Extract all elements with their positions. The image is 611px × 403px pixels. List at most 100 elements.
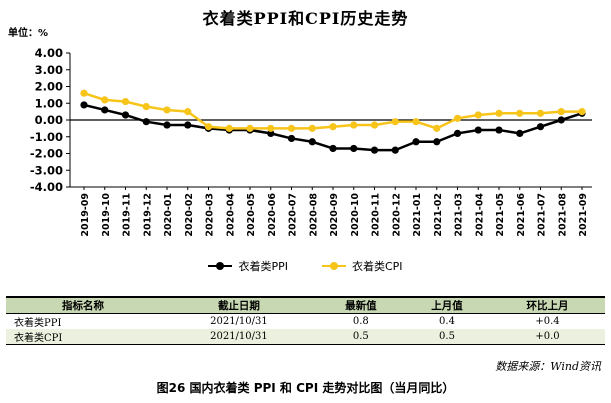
cell-cutoff-date: 2021/10/31 <box>160 329 318 345</box>
cell-latest-value: 0.5 <box>317 329 404 345</box>
data-point <box>163 121 171 129</box>
x-tick-label: 2020-11 <box>371 193 382 237</box>
header-mom-change: 环比上月 <box>490 296 605 314</box>
data-point <box>536 123 545 131</box>
data-point <box>142 118 150 126</box>
data-point <box>329 123 337 131</box>
x-tick-label: 2020-04 <box>225 193 236 237</box>
data-point <box>370 146 379 154</box>
x-tick-label: 2019-10 <box>101 193 112 237</box>
y-tick-label: 0.00 <box>35 113 63 127</box>
data-point <box>101 106 109 114</box>
line-chart: 4.00 3.00 2.00 1.00 0.00 -1.00 -2.00 -3.00 -4.00… <box>30 46 592 237</box>
cell-indicator-name: 衣着类CPI <box>6 329 161 345</box>
table-header-row: 指标名称 截止日期 最新值 上月值 环比上月 <box>6 296 605 314</box>
table-row: 衣着类CPI 2021/10/31 0.5 0.5 +0.0 <box>6 329 605 345</box>
data-point <box>412 138 420 146</box>
data-point <box>204 123 213 131</box>
legend-swatch-ppi <box>208 261 233 271</box>
y-tick-label: 2.00 <box>35 80 63 94</box>
x-tick-label: 2021-02 <box>433 193 444 237</box>
cell-indicator-name: 衣着类PPI <box>14 318 62 329</box>
header-indicator-name: 指标名称 <box>6 296 161 314</box>
data-point <box>350 121 358 129</box>
x-tick-label: 2020-08 <box>308 193 319 237</box>
legend-label-cpi: 衣着类CPI <box>351 260 403 273</box>
data-point <box>267 129 275 137</box>
data-point <box>433 138 441 146</box>
x-tick-label: 2020-10 <box>350 193 361 237</box>
data-point <box>80 101 88 109</box>
cell-previous-value: 0.5 <box>403 329 491 345</box>
chart-legend: 衣着类PPI 衣着类CPI <box>0 258 611 274</box>
data-point <box>453 114 462 122</box>
data-point <box>453 129 462 137</box>
data-point <box>225 124 233 132</box>
legend-item-ppi: 衣着类PPI <box>208 258 288 274</box>
data-point <box>516 109 524 117</box>
header-previous-value: 上月值 <box>403 296 491 314</box>
data-point <box>287 134 296 143</box>
legend-item-cpi: 衣着类CPI <box>321 258 403 274</box>
series-cpi <box>80 89 586 132</box>
chart-axes: 4.00 3.00 2.00 1.00 0.00 -1.00 -2.00 -3.00 -4.00… <box>30 46 592 237</box>
y-tick-label: 3.00 <box>35 63 63 77</box>
chart-title: 衣着类PPI和CPI历史走势 <box>202 9 409 28</box>
legend-swatch-cpi <box>321 261 346 271</box>
x-tick-label: 2021-06 <box>516 193 527 237</box>
x-tick-label: 2020-05 <box>246 193 257 237</box>
cell-mom-change: +0.0 <box>490 329 605 345</box>
data-point <box>495 126 503 134</box>
y-tick-label: -3.00 <box>30 163 63 177</box>
y-tick-label: -1.00 <box>30 130 63 144</box>
cell-latest-value: 0.8 <box>352 316 369 327</box>
indicator-table: 指标名称 截止日期 最新值 上月值 环比上月 衣着类PPI 2021/10/31… <box>6 296 605 345</box>
data-point <box>391 118 399 126</box>
x-tick-label: 2020-06 <box>267 193 278 237</box>
data-point <box>370 121 379 129</box>
x-tick-label: 2020-03 <box>205 193 216 237</box>
data-point <box>536 109 545 117</box>
chart-series <box>80 89 586 154</box>
x-tick-label: 2020-02 <box>184 193 195 237</box>
data-point <box>391 146 399 154</box>
y-tick-label: 1.00 <box>35 96 63 110</box>
x-tick-label: 2019-09 <box>80 193 91 237</box>
data-point <box>267 124 275 132</box>
x-tick-label: 2019-12 <box>142 193 153 237</box>
header-latest-value: 最新值 <box>317 296 404 314</box>
data-point <box>287 124 296 132</box>
x-tick-label: 2021-04 <box>474 193 485 237</box>
header-cutoff-date: 截止日期 <box>160 296 318 314</box>
data-point <box>308 124 316 132</box>
data-point <box>121 111 130 119</box>
data-point <box>121 97 130 106</box>
data-point <box>350 144 358 153</box>
x-tick-label: 2019-11 <box>122 193 133 237</box>
x-tick-label: 2020-12 <box>391 193 402 237</box>
data-point <box>184 121 192 129</box>
figure-caption: 图26 国内衣着类 PPI 和 CPI 走势对比图（当月同比） <box>156 381 455 395</box>
data-point <box>329 144 337 153</box>
data-point <box>80 89 88 97</box>
data-point <box>308 138 316 146</box>
data-point <box>246 124 254 132</box>
x-tick-label: 2020-07 <box>288 193 299 237</box>
data-point <box>184 108 192 116</box>
table-row: 衣着类PPI 2021/10/31 0.8 0.4 +0.4 <box>6 314 605 329</box>
data-point <box>516 129 524 137</box>
data-point <box>163 106 171 114</box>
data-point <box>474 111 482 119</box>
data-point <box>101 96 109 104</box>
cell-previous-value: 0.4 <box>439 316 455 327</box>
data-point <box>474 126 482 134</box>
x-tick-label: 2021-09 <box>578 193 589 237</box>
x-tick-label: 2021-05 <box>495 193 506 237</box>
cell-mom-change: +0.4 <box>535 316 560 327</box>
unit-label: 单位：% <box>8 28 49 39</box>
x-tick-label: 2020-09 <box>329 193 340 237</box>
x-tick-label: 2021-03 <box>454 193 465 237</box>
series-ppi <box>80 101 586 154</box>
x-tick-label: 2020-01 <box>163 193 174 237</box>
data-source: 数据来源：Wind资讯 <box>495 360 601 373</box>
